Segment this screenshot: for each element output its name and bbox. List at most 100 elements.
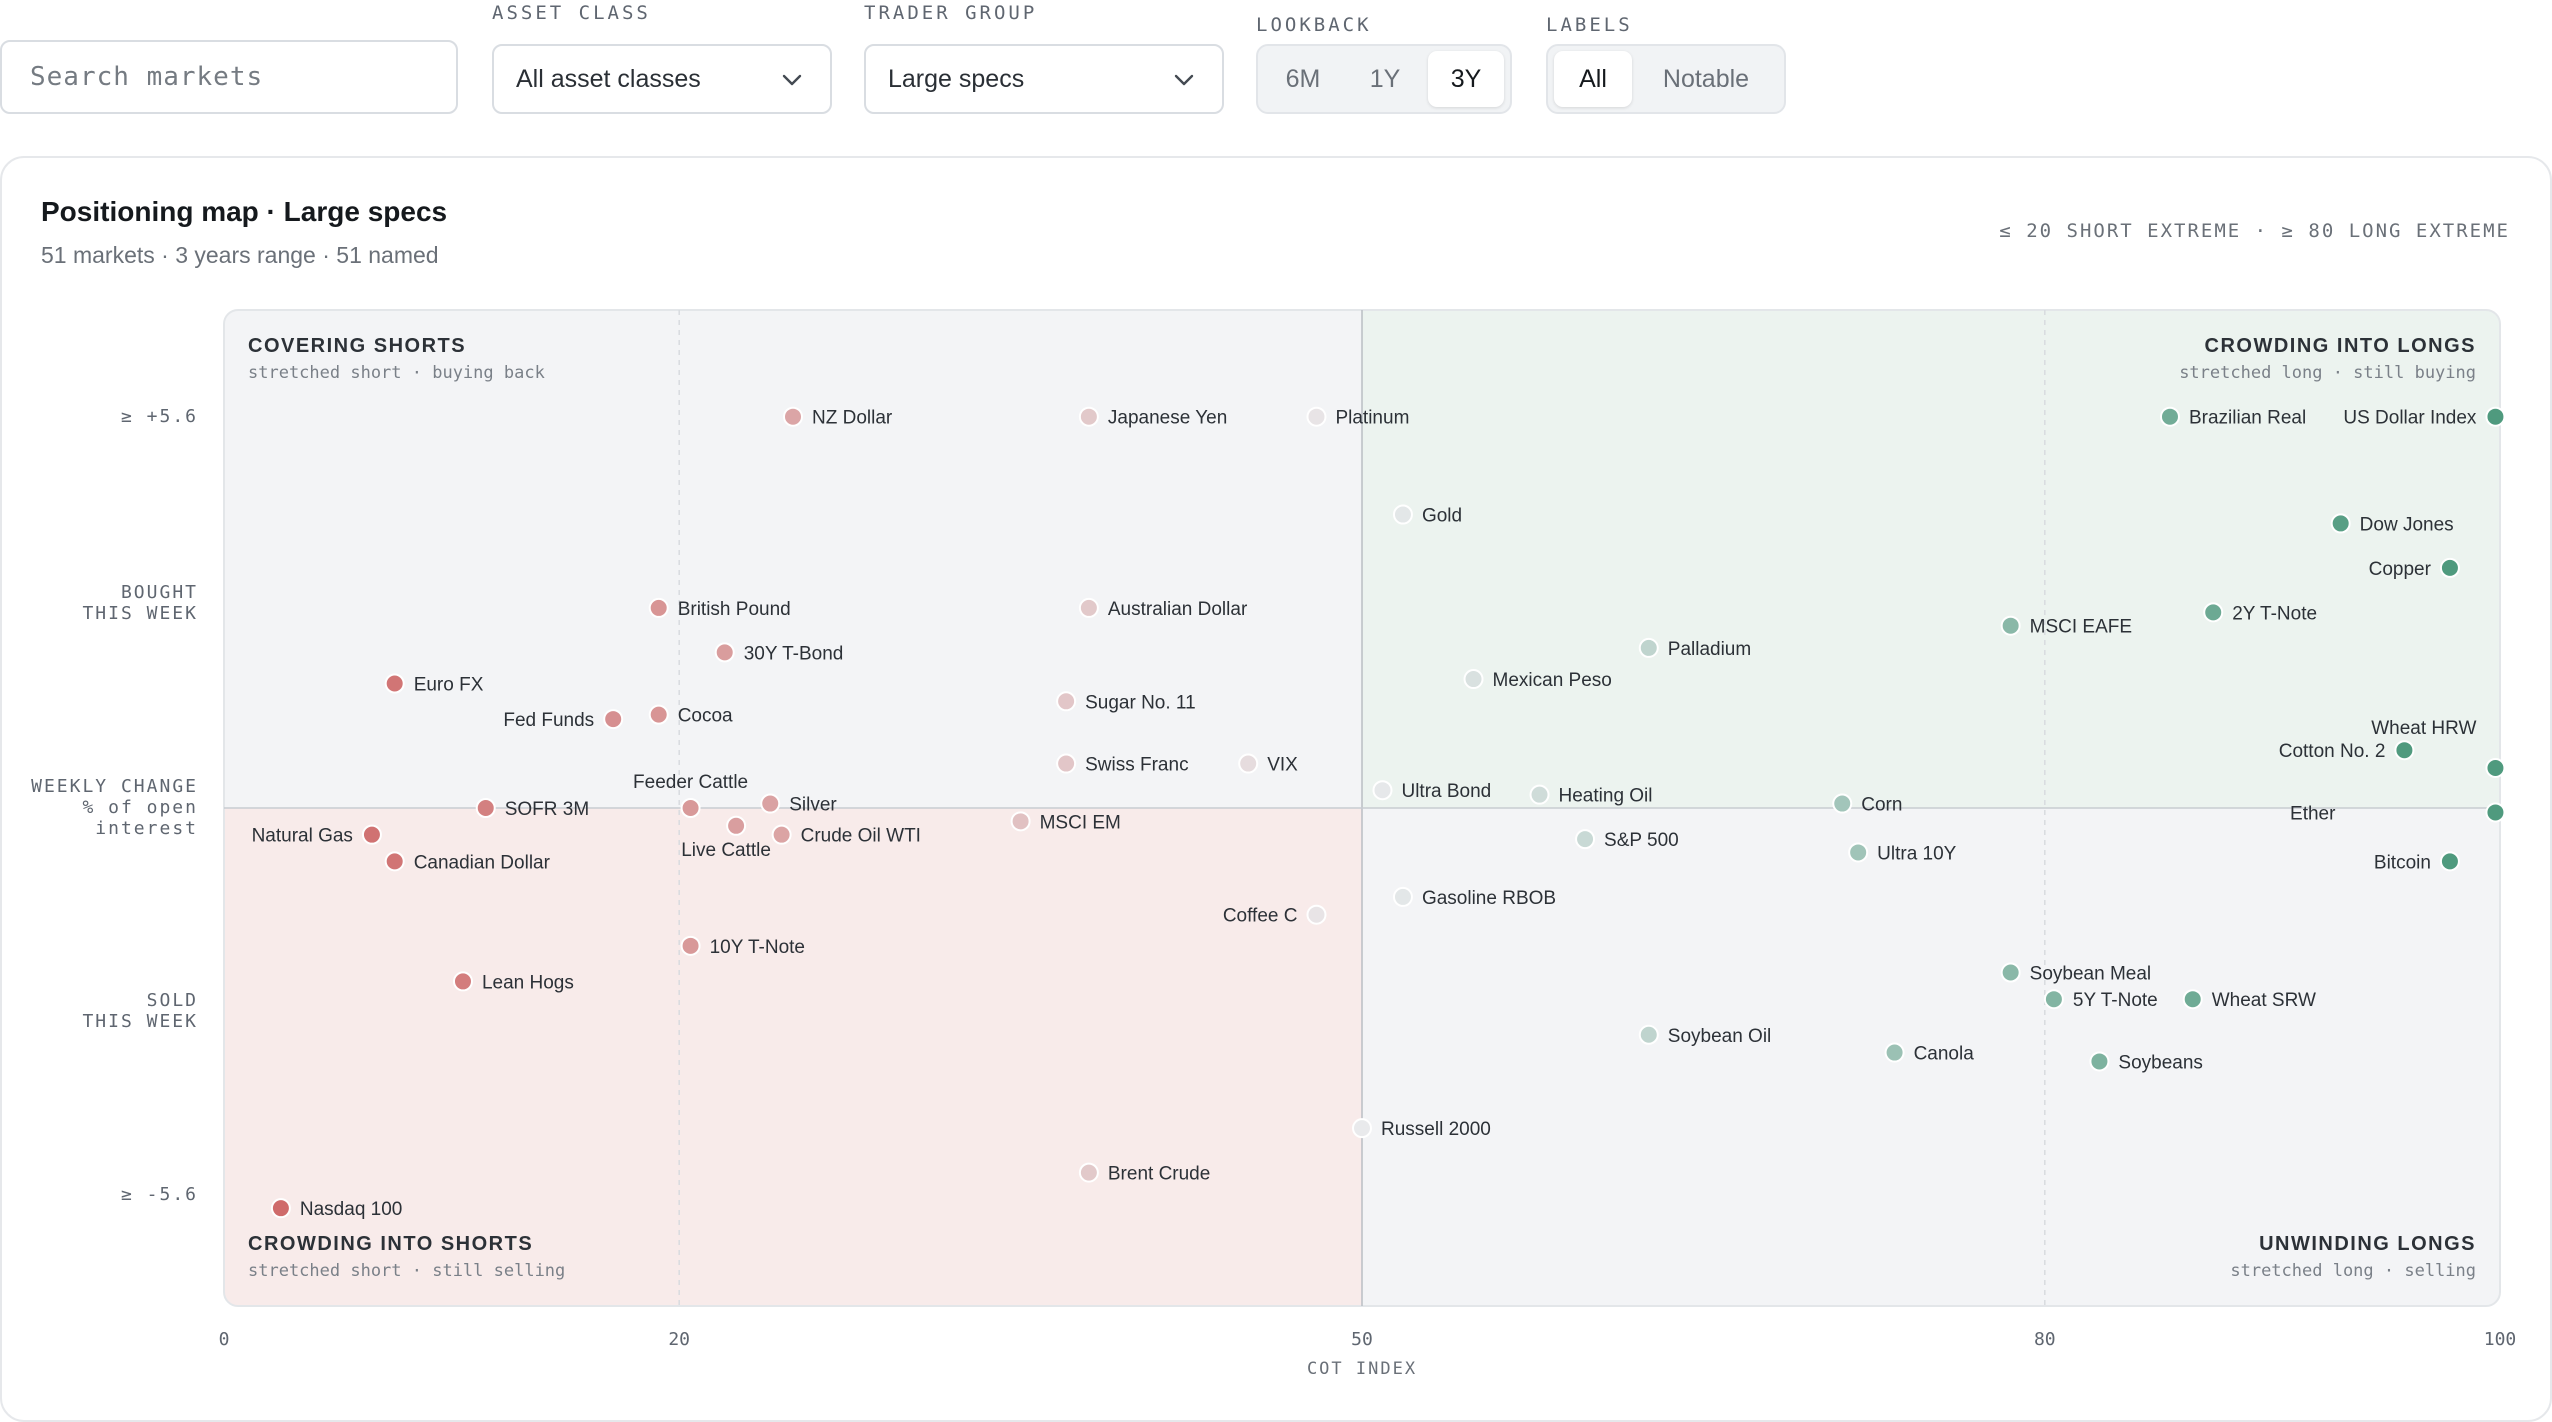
market-label: MSCI EAFE xyxy=(2030,617,2132,638)
y-axis-bottom-label: ≥ -5.6 xyxy=(120,1184,198,1205)
lookback-3y[interactable]: 3Y xyxy=(1428,51,1504,107)
quadrant-labels: COVERING SHORTS stretched short · buying … xyxy=(248,335,2476,1281)
market-point xyxy=(1238,753,1259,774)
market-label: Lean Hogs xyxy=(482,972,574,993)
market-label: Copper xyxy=(2369,559,2432,580)
market-label: Natural Gas xyxy=(252,826,353,847)
market-point xyxy=(648,704,669,725)
y-axis-title: WEEKLY CHANGE % of open interest xyxy=(31,776,198,839)
market-label: Euro FX xyxy=(414,675,484,696)
scatter-points: NZ Dollar Japanese Yen Platinum Brazilian R… xyxy=(252,406,2506,1220)
grid-lines xyxy=(224,310,2500,1306)
market-label: Swiss Franc xyxy=(1085,755,1188,776)
market-label: Coffee C xyxy=(1223,906,1298,927)
market-label: Silver xyxy=(789,795,837,816)
market-point xyxy=(1832,793,1853,814)
market-label: Ether xyxy=(2290,803,2336,824)
market-label: Gold xyxy=(1422,506,1462,527)
quadrant-bg-bottom-left xyxy=(224,808,1362,1306)
market-label: Feeder Cattle xyxy=(633,772,748,793)
market-label: Dow Jones xyxy=(2360,514,2454,535)
market-label: Ultra 10Y xyxy=(1877,843,1957,864)
market-point xyxy=(603,709,624,730)
market-label: S&P 500 xyxy=(1604,830,1679,851)
market-point xyxy=(1848,842,1869,863)
asset-class-value: All asset classes xyxy=(516,64,701,93)
market-label: Fed Funds xyxy=(503,710,594,731)
market-label: Wheat SRW xyxy=(2212,990,2316,1011)
labels-all[interactable]: All xyxy=(1554,51,1632,107)
market-point xyxy=(1372,780,1393,801)
market-point xyxy=(270,1198,291,1219)
x-axis: 0 20 50 80 100 COT INDEX xyxy=(219,1329,2517,1379)
market-label: Crude Oil WTI xyxy=(801,826,921,847)
y-axis-top-label: ≥ +5.6 xyxy=(120,406,198,427)
quadrant-title-bottom-left: CROWDING INTO SHORTS xyxy=(248,1233,533,1255)
market-point xyxy=(2485,757,2506,778)
quadrant-bg-top-right xyxy=(1362,310,2500,808)
market-point xyxy=(1529,784,1550,805)
y-axis-bought-label: BOUGHT THIS WEEK xyxy=(82,582,198,624)
market-point xyxy=(1575,829,1596,850)
y-axis-sold-line2: THIS WEEK xyxy=(82,1011,198,1032)
market-point xyxy=(2000,962,2021,983)
lookback-label: LOOKBACK xyxy=(1256,14,1372,36)
trader-group-select[interactable]: Large specs xyxy=(864,44,1224,114)
market-point xyxy=(2439,851,2460,872)
y-axis-title-line3: interest xyxy=(95,818,198,839)
x-axis-title: COT INDEX xyxy=(1307,1359,1417,1379)
market-point xyxy=(452,971,473,992)
card-subtitle: 51 markets · 3 years range · 51 named xyxy=(41,242,439,268)
market-point xyxy=(1392,504,1413,525)
market-label: Soybeans xyxy=(2118,1052,2203,1073)
market-label: VIX xyxy=(1267,755,1298,776)
x-tick-label: 0 xyxy=(219,1329,230,1350)
market-label: Gasoline RBOB xyxy=(1422,888,1556,909)
search-box[interactable] xyxy=(0,40,458,114)
market-label: 30Y T-Bond xyxy=(744,643,844,664)
market-point xyxy=(2159,406,2180,427)
y-axis-bought-line1: BOUGHT xyxy=(120,582,198,603)
quadrant-title-top-left: COVERING SHORTS xyxy=(248,335,466,357)
market-point xyxy=(2330,513,2351,534)
market-point xyxy=(1884,1042,1905,1063)
market-point xyxy=(2485,802,2506,823)
market-point xyxy=(384,673,405,694)
market-label: 5Y T-Note xyxy=(2073,990,2158,1011)
market-point xyxy=(1078,1162,1099,1183)
chevron-down-icon xyxy=(782,74,802,86)
market-point xyxy=(680,798,701,818)
market-label: Ultra Bond xyxy=(1401,781,1491,802)
market-label: SOFR 3M xyxy=(505,799,589,820)
market-point xyxy=(1463,669,1484,690)
market-point xyxy=(1056,753,1077,774)
y-axis-sold-label: SOLD THIS WEEK xyxy=(82,990,198,1032)
market-label: Live Cattle xyxy=(681,840,771,861)
market-point xyxy=(2394,740,2415,761)
labels-toggle[interactable]: All Notable xyxy=(1546,44,1786,114)
y-axis-sold-line1: SOLD xyxy=(146,990,198,1011)
market-label: US Dollar Index xyxy=(2343,408,2477,429)
market-point xyxy=(1638,1024,1659,1045)
market-point xyxy=(2203,602,2224,623)
market-label: Mexican Peso xyxy=(1493,670,1612,691)
market-label: Heating Oil xyxy=(1559,786,1653,807)
market-point xyxy=(2089,1051,2110,1072)
labels-notable[interactable]: Notable xyxy=(1662,64,1750,93)
market-label: 2Y T-Note xyxy=(2232,603,2317,624)
market-point xyxy=(726,815,747,836)
quadrant-subtitle-bottom-right: stretched long · selling xyxy=(2230,1261,2476,1281)
extremes-note: ≤ 20 SHORT EXTREME · ≥ 80 LONG EXTREME xyxy=(1999,220,2510,242)
market-label: Canola xyxy=(1914,1044,1975,1065)
asset-class-select[interactable]: All asset classes xyxy=(492,44,832,114)
quadrant-bg-top-left xyxy=(224,310,1362,808)
search-input[interactable] xyxy=(28,61,456,93)
market-label: Corn xyxy=(1861,795,1902,816)
lookback-1y[interactable]: 1Y xyxy=(1369,64,1401,93)
lookback-6m[interactable]: 6M xyxy=(1285,64,1321,93)
market-label: Brazilian Real xyxy=(2189,408,2306,429)
quadrant-bg-bottom-right xyxy=(1362,808,2500,1306)
market-point xyxy=(1352,1118,1372,1139)
lookback-toggle[interactable]: 6M 1Y 3Y xyxy=(1256,44,1512,114)
x-tick-label: 20 xyxy=(668,1329,690,1350)
